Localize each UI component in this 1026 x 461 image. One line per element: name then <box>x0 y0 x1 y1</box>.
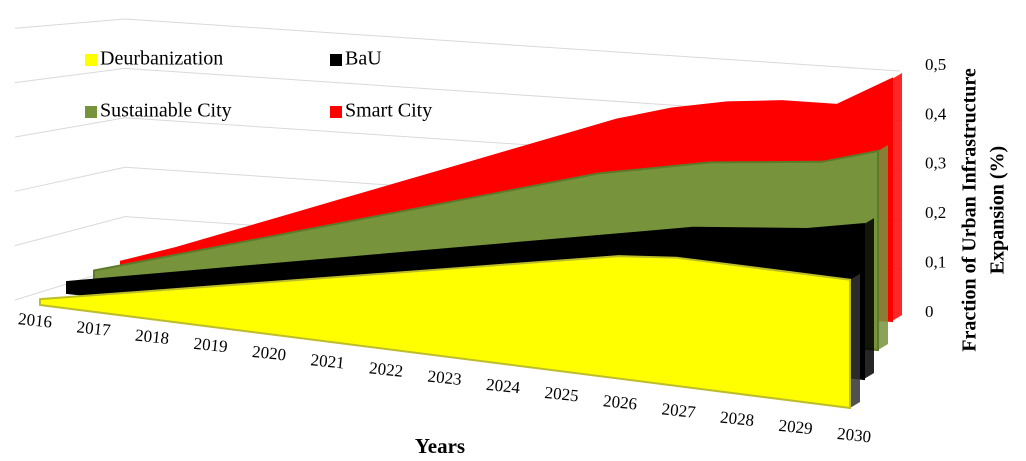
x-tick-label: 2026 <box>602 391 638 413</box>
legend-swatch <box>330 106 342 118</box>
area-side <box>850 273 860 408</box>
x-tick-label: 2017 <box>76 317 112 340</box>
y-tick-label: 0,5 <box>925 55 946 74</box>
y-tick-label: 0,2 <box>925 203 946 222</box>
y-tick-label: 0,1 <box>925 253 946 272</box>
y-tick-label: 0 <box>925 302 934 321</box>
x-tick-label: 2030 <box>836 424 872 446</box>
x-tick-label: 2016 <box>17 309 53 331</box>
wall-grid-line <box>14 166 126 192</box>
wall-grid-line <box>14 216 126 247</box>
x-tick-label: 2022 <box>368 358 404 380</box>
x-tick-label: 2020 <box>251 342 287 364</box>
x-tick-label: 2019 <box>193 334 229 356</box>
x-tick-label: 2025 <box>544 383 580 405</box>
y-axis-title-line: Fraction of Urban Infrastructure <box>959 68 981 352</box>
wall-grid-line <box>14 18 126 29</box>
y-axis-title-line: Expansion (%) <box>987 146 1009 274</box>
x-tick-label: 2027 <box>661 399 697 422</box>
x-tick-label: 2018 <box>134 326 170 348</box>
legend-label: Smart City <box>345 100 432 122</box>
x-tick-label: 2024 <box>485 375 521 398</box>
legend-swatch <box>330 54 342 66</box>
area-side <box>864 218 874 379</box>
legend-swatch <box>85 54 97 66</box>
area-side <box>878 145 888 350</box>
y-tick-label: 0,3 <box>925 154 946 173</box>
y-tick-label: 0,4 <box>925 104 947 123</box>
area <box>39 255 851 410</box>
x-tick-label: 2029 <box>778 416 814 438</box>
x-axis-title: Years <box>415 434 465 458</box>
legend-label: BaU <box>345 48 382 70</box>
wall-grid-line <box>14 117 126 138</box>
x-tick-label: 2028 <box>719 408 755 430</box>
y-axis-title: Fraction of Urban Infrastructure Expansi… <box>959 68 1009 352</box>
legend-label: Deurbanization <box>100 48 223 70</box>
x-tick-label: 2023 <box>427 367 463 389</box>
area-side <box>892 72 902 321</box>
wall-grid-line <box>14 67 126 84</box>
grid-line <box>124 18 901 72</box>
legend-label: Sustainable City <box>100 100 232 122</box>
x-tick-label: 2021 <box>310 350 346 372</box>
legend-swatch <box>85 106 97 118</box>
